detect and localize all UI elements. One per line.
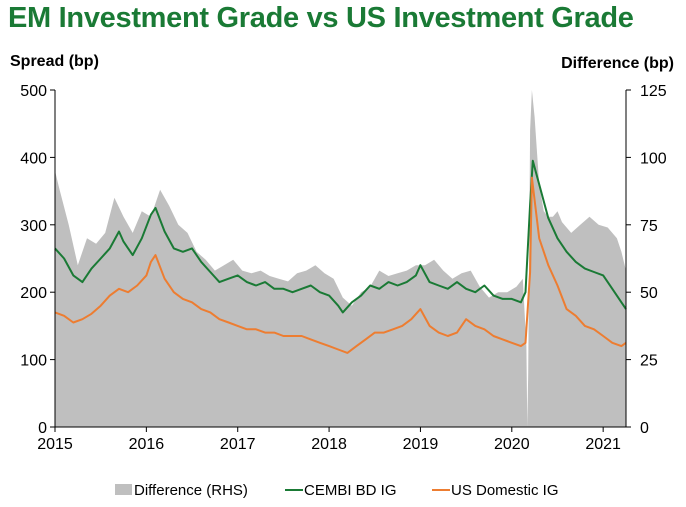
legend-label: CEMBI BD IG: [304, 482, 397, 499]
left-tick-label: 200: [20, 285, 47, 302]
series-difference-area: [55, 90, 626, 427]
left-tick-label: 500: [20, 83, 47, 100]
right-tick-label: 0: [640, 420, 649, 437]
series-line-1: [54, 159, 627, 314]
legend-label: Difference (RHS): [134, 482, 248, 499]
left-tick-label: 100: [20, 353, 47, 370]
x-tick-label: 2019: [403, 436, 439, 453]
chart-title: EM Investment Grade vs US Investment Gra…: [8, 2, 634, 34]
series-line-2: [54, 176, 627, 354]
legend-label: US Domestic IG: [451, 482, 559, 499]
plot-area: [54, 90, 627, 427]
right-tick-label: 100: [640, 150, 667, 167]
x-tick-label: 2020: [494, 436, 530, 453]
left-tick-label: 0: [38, 420, 47, 437]
axes: 0 100 200 300 400 500 0 25 50 75 100 125 2015 2016 201…: [20, 83, 667, 453]
right-tick-label: 25: [640, 353, 658, 370]
legend: Difference (RHS) CEMBI BD IG US Domestic I…: [115, 482, 559, 499]
right-tick-label: 125: [640, 83, 667, 100]
right-tick-label: 75: [640, 218, 658, 235]
x-tick-label: 2018: [311, 436, 347, 453]
left-axis-title: Spread (bp): [10, 53, 99, 70]
x-tick-label: 2016: [129, 436, 165, 453]
left-tick-label: 400: [20, 150, 47, 167]
right-tick-label: 50: [640, 285, 658, 302]
x-tick-label: 2017: [220, 436, 256, 453]
left-tick-label: 300: [20, 218, 47, 235]
x-tick-label: 2021: [585, 436, 621, 453]
x-tick-label: 2015: [37, 436, 73, 453]
legend-swatch: [115, 484, 132, 495]
right-axis-title: Difference (bp): [561, 55, 674, 72]
